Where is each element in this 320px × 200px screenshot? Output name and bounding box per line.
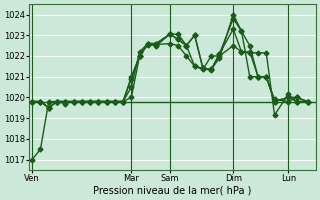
X-axis label: Pression niveau de la mer( hPa ): Pression niveau de la mer( hPa ) bbox=[93, 186, 252, 196]
